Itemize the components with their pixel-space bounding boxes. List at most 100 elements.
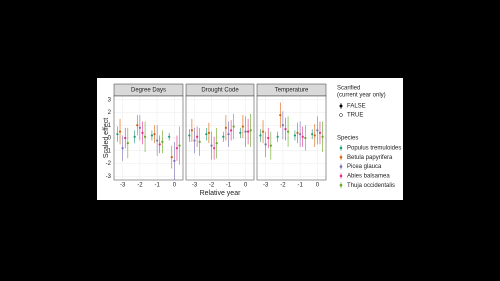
point — [190, 129, 193, 132]
point — [296, 131, 299, 135]
x-axis-label: Relative year — [200, 190, 242, 197]
x-tick-label: -3 — [192, 183, 198, 189]
point — [264, 143, 267, 146]
y-axis-label: Scaled effect — [103, 118, 110, 158]
x-tick-label: -1 — [226, 183, 232, 189]
point — [193, 139, 196, 142]
point — [232, 125, 235, 128]
point — [136, 124, 139, 127]
point — [161, 140, 164, 143]
y-tick-label: -1 — [106, 148, 112, 154]
point — [281, 124, 284, 127]
panel-border — [185, 95, 255, 181]
y-tick-label: 1 — [108, 123, 112, 129]
point — [126, 141, 129, 145]
point — [215, 141, 218, 145]
legend-label: TRUE — [347, 113, 363, 119]
x-tick-label: -2 — [280, 183, 286, 189]
x-tick-label: 0 — [244, 183, 248, 189]
facet-title: Degree Days — [131, 88, 166, 94]
point — [168, 135, 171, 138]
point — [316, 129, 319, 132]
point — [121, 147, 124, 150]
x-tick-label: 0 — [316, 183, 320, 189]
point — [299, 133, 302, 136]
point — [224, 126, 227, 129]
x-tick-label: 0 — [173, 183, 177, 189]
legend-symbol — [339, 183, 343, 187]
point — [321, 135, 324, 138]
point — [156, 139, 159, 142]
legend-symbol — [339, 174, 343, 178]
y-tick-label: -3 — [106, 174, 112, 180]
point — [158, 143, 161, 146]
point — [150, 134, 154, 137]
legend-label: Betula papyrifera — [347, 155, 393, 161]
legend-label: FALSE — [347, 104, 366, 110]
point — [210, 144, 213, 147]
facet-title: Drought Code — [201, 88, 239, 94]
legend-label: Picea glauca — [347, 164, 382, 170]
point — [249, 129, 252, 132]
point — [173, 159, 176, 163]
point — [284, 127, 287, 131]
point — [138, 126, 141, 129]
y-tick-label: -2 — [106, 161, 112, 167]
y-tick-label: 3 — [108, 97, 112, 103]
point — [153, 133, 156, 136]
point — [205, 133, 208, 136]
point — [241, 125, 244, 128]
x-tick-label: -2 — [209, 183, 215, 189]
point — [116, 133, 119, 136]
legend-label: Populus tremuloides — [347, 146, 401, 152]
legend-symbol — [339, 165, 343, 168]
x-tick-label: -3 — [263, 183, 269, 189]
point — [259, 134, 262, 137]
panel-border — [113, 95, 184, 181]
point — [279, 113, 282, 117]
x-tick-label: -1 — [297, 183, 303, 189]
point — [267, 136, 270, 140]
legend-title: Species — [337, 136, 358, 142]
legend-label: Thuja occidentalis — [347, 183, 395, 189]
facet-title: Temperature — [275, 88, 309, 94]
point — [318, 131, 322, 135]
point — [313, 134, 316, 137]
legend-symbol — [339, 156, 343, 159]
point — [230, 129, 233, 132]
point — [239, 131, 242, 135]
point — [301, 135, 304, 138]
point — [143, 135, 147, 138]
point — [286, 130, 290, 133]
panel-border — [256, 95, 327, 181]
point — [175, 147, 179, 150]
legend-symbol — [339, 113, 343, 117]
point — [244, 130, 247, 133]
point — [141, 131, 144, 135]
point — [188, 134, 191, 137]
point — [133, 135, 136, 138]
point — [261, 130, 265, 133]
x-tick-label: -1 — [154, 183, 160, 189]
point — [222, 135, 225, 138]
point — [269, 144, 272, 147]
point — [207, 131, 210, 135]
point — [124, 136, 127, 140]
point — [293, 134, 297, 137]
point — [227, 133, 230, 136]
point — [247, 130, 250, 133]
legend-label: Abies balsamea — [347, 173, 390, 179]
point — [178, 144, 181, 147]
legend-title: Scarified — [337, 86, 360, 92]
x-tick-label: -2 — [137, 183, 143, 189]
point — [170, 155, 173, 159]
point — [276, 135, 279, 138]
y-tick-label: 2 — [108, 110, 112, 116]
y-tick-label: 0 — [108, 136, 112, 142]
x-tick-label: -3 — [120, 183, 126, 189]
legend-title: (current year only) — [337, 93, 386, 99]
point — [196, 135, 199, 138]
point — [118, 130, 122, 133]
point — [213, 147, 216, 150]
